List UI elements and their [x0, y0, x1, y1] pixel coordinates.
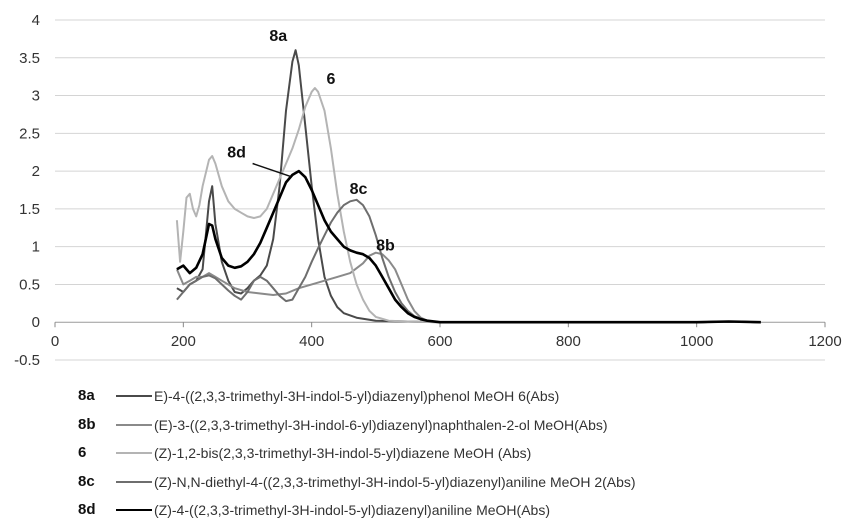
y-tick-label: 2.5 [19, 125, 40, 142]
x-axis: 0 200 400 600 800 1000 1200 [51, 322, 842, 350]
legend-item-8a: 8a E)-4-((2,3,3-trimethyl-3H-indol-5-yl)d… [78, 382, 838, 411]
y-tick-label: 1 [32, 239, 40, 256]
y-tick-label: 3 [32, 88, 40, 105]
legend-key: 6 [78, 444, 87, 461]
series-line-8a [176, 49, 761, 324]
legend-swatch [116, 480, 152, 483]
legend-swatch [116, 423, 152, 426]
series-line-8b [175, 251, 761, 324]
legend-key: 8d [78, 501, 96, 518]
y-tick-label: 1.5 [19, 201, 40, 218]
annotation-8a: 8a [269, 28, 287, 45]
annotation-6: 6 [326, 71, 335, 88]
y-tick-label: 0.5 [19, 276, 40, 293]
series-line-6 [175, 87, 761, 324]
y-tick-label: 3.5 [19, 50, 40, 67]
legend-label: (Z)-1,2-bis(2,3,3-trimethyl-3H-indol-5-y… [154, 445, 532, 461]
legend-item-8d: 8d (Z)-4-((2,3,3-trimethyl-3H-indol-5-yl)… [78, 496, 838, 525]
annotation-8d: 8d [227, 145, 246, 162]
x-tick-label: 1200 [808, 333, 841, 350]
legend-item-8b: 8b (E)-3-((2,3,3-trimethyl-3H-indol-6-yl)… [78, 411, 838, 440]
y-tick-label: 0 [32, 314, 40, 331]
absorbance-chart: -0.5 0 0.5 1 1.5 2 2.5 3 3.5 4 0 200 400 600 800 1000 1… [14, 12, 842, 369]
legend-key: 8c [78, 472, 95, 490]
x-tick-label: 1000 [680, 333, 713, 350]
y-tick-label: 2 [32, 163, 40, 180]
legend-label: (Z)-4-((2,3,3-trimethyl-3H-indol-5-yl)di… [154, 502, 550, 518]
legend-swatch [116, 452, 152, 454]
x-tick-label: 200 [171, 333, 196, 350]
x-tick-label: 0 [51, 333, 59, 350]
annotation-leader-8d [252, 162, 291, 178]
y-tick-label: -0.5 [14, 352, 40, 369]
series-lines [175, 49, 761, 324]
series-line-8c [176, 198, 761, 324]
legend-key: 8b [78, 415, 96, 433]
legend: 8a E)-4-((2,3,3-trimethyl-3H-indol-5-yl)d… [78, 382, 838, 525]
x-tick-label: 600 [427, 333, 452, 350]
legend-label: (E)-3-((2,3,3-trimethyl-3H-indol-6-yl)di… [154, 416, 608, 433]
legend-label: (Z)-N,N-diethyl-4-((2,3,3-trimethyl-3H-i… [154, 473, 636, 490]
y-axis: -0.5 0 0.5 1 1.5 2 2.5 3 3.5 4 [14, 12, 40, 369]
annotation-8c: 8c [350, 181, 368, 198]
legend-item-8c: 8c (Z)-N,N-diethyl-4-((2,3,3-trimethyl-3H… [78, 468, 838, 497]
y-tick-label: 4 [32, 12, 40, 29]
x-tick-label: 800 [556, 333, 581, 350]
legend-swatch [116, 395, 152, 397]
legend-item-6: 6 (Z)-1,2-bis(2,3,3-trimethyl-3H-indol-5-… [78, 439, 838, 468]
annotation-8b: 8b [376, 237, 395, 254]
legend-key: 8a [78, 387, 95, 404]
grid [55, 19, 825, 361]
legend-label: E)-4-((2,3,3-trimethyl-3H-indol-5-yl)dia… [154, 388, 560, 404]
series-annotations: 8a 6 8d 8c 8b [227, 28, 395, 254]
series-line-8d [176, 169, 761, 324]
x-tick-label: 400 [299, 333, 324, 350]
legend-swatch [116, 509, 152, 511]
